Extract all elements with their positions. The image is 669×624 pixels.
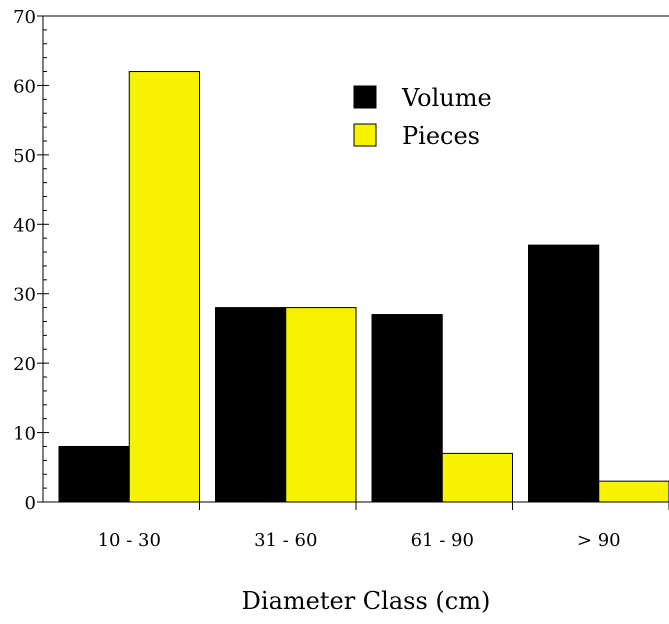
bar-pieces-0 [128,71,200,503]
legend-swatch-pieces [353,123,377,147]
legend-label-pieces: Pieces [402,122,480,150]
bar-pieces-1 [285,307,357,503]
x-category-label: 10 - 30 [98,530,161,551]
tick-labels-group: 0 10 20 30 40 50 60 70 10 - 30 31 - 60 61 - 90 > 90 [13,7,621,551]
bar-pieces-2 [441,452,513,503]
bar-volume-0 [58,445,130,503]
bar-volume-2 [371,314,443,503]
y-tick-label: 0 [25,493,36,514]
legend-swatch-volume [353,85,377,109]
y-tick-label: 40 [13,215,36,236]
x-category-label: 61 - 90 [411,530,474,551]
y-tick-label: 30 [13,285,36,306]
bar-pieces-3 [598,480,669,503]
legend: Volume Pieces [353,84,492,150]
y-tick-label: 10 [13,424,36,445]
bars-group [58,71,669,503]
x-category-label: > 90 [577,530,621,551]
y-tick-label: 60 [13,76,36,97]
axes-group [37,15,669,510]
x-category-label: 31 - 60 [254,530,317,551]
bar-volume-1 [215,307,287,503]
y-tick-label: 70 [13,7,36,28]
legend-label-volume: Volume [401,84,492,112]
bar-volume-3 [528,244,600,503]
y-tick-label: 50 [13,146,36,167]
y-tick-label: 20 [13,354,36,375]
x-axis-title: Diameter Class (cm) [242,587,491,615]
